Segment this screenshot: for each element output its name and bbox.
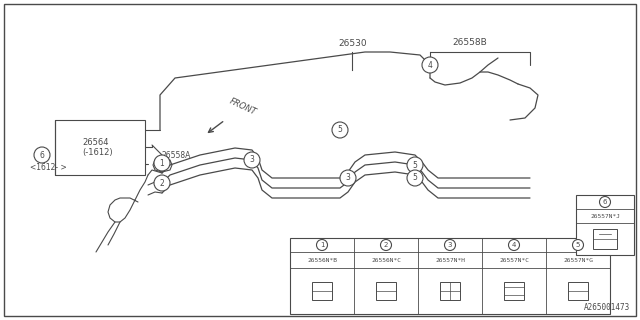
Text: 6: 6 bbox=[603, 199, 607, 205]
Circle shape bbox=[509, 239, 520, 251]
Text: FRONT: FRONT bbox=[228, 97, 258, 117]
Circle shape bbox=[154, 155, 170, 171]
Text: 6: 6 bbox=[40, 150, 44, 159]
Circle shape bbox=[600, 196, 611, 207]
Text: 26557N*C: 26557N*C bbox=[499, 258, 529, 262]
Text: 5: 5 bbox=[413, 173, 417, 182]
Circle shape bbox=[422, 57, 438, 73]
Text: 5: 5 bbox=[337, 125, 342, 134]
Bar bbox=[504, 282, 524, 300]
Text: 26557N*G: 26557N*G bbox=[563, 258, 593, 262]
Circle shape bbox=[317, 239, 328, 251]
Bar bbox=[440, 282, 460, 300]
Circle shape bbox=[34, 147, 50, 163]
Circle shape bbox=[154, 175, 170, 191]
Bar bbox=[593, 229, 617, 249]
Text: 26556N*C: 26556N*C bbox=[371, 258, 401, 262]
Bar bbox=[312, 282, 332, 300]
Circle shape bbox=[340, 170, 356, 186]
Text: 26530: 26530 bbox=[338, 39, 367, 48]
Text: 4: 4 bbox=[428, 60, 433, 69]
Text: 5: 5 bbox=[576, 242, 580, 248]
Text: 2: 2 bbox=[384, 242, 388, 248]
Text: A265001473: A265001473 bbox=[584, 303, 630, 312]
Text: 3: 3 bbox=[448, 242, 452, 248]
Text: 4: 4 bbox=[512, 242, 516, 248]
Text: <1612- >: <1612- > bbox=[30, 163, 67, 172]
Text: 26558B: 26558B bbox=[452, 38, 487, 47]
Bar bbox=[376, 282, 396, 300]
Circle shape bbox=[407, 170, 423, 186]
Text: 26557N*J: 26557N*J bbox=[590, 213, 620, 219]
Circle shape bbox=[445, 239, 456, 251]
Circle shape bbox=[573, 239, 584, 251]
Bar bbox=[568, 282, 588, 300]
Bar bbox=[576, 195, 634, 255]
Text: (-1612): (-1612) bbox=[82, 148, 113, 157]
Text: 26557N*H: 26557N*H bbox=[435, 258, 465, 262]
Text: 5: 5 bbox=[413, 161, 417, 170]
Circle shape bbox=[332, 122, 348, 138]
Text: 3: 3 bbox=[250, 156, 255, 164]
Text: 3: 3 bbox=[346, 173, 351, 182]
Text: 1: 1 bbox=[320, 242, 324, 248]
Text: 26558A: 26558A bbox=[162, 151, 191, 160]
Bar bbox=[55, 120, 145, 175]
Circle shape bbox=[407, 157, 423, 173]
Text: 26564: 26564 bbox=[82, 138, 109, 147]
Text: 1: 1 bbox=[159, 158, 164, 167]
Circle shape bbox=[244, 152, 260, 168]
Circle shape bbox=[381, 239, 392, 251]
Text: 2: 2 bbox=[159, 179, 164, 188]
Text: 26556N*B: 26556N*B bbox=[307, 258, 337, 262]
Bar bbox=[290, 238, 610, 314]
